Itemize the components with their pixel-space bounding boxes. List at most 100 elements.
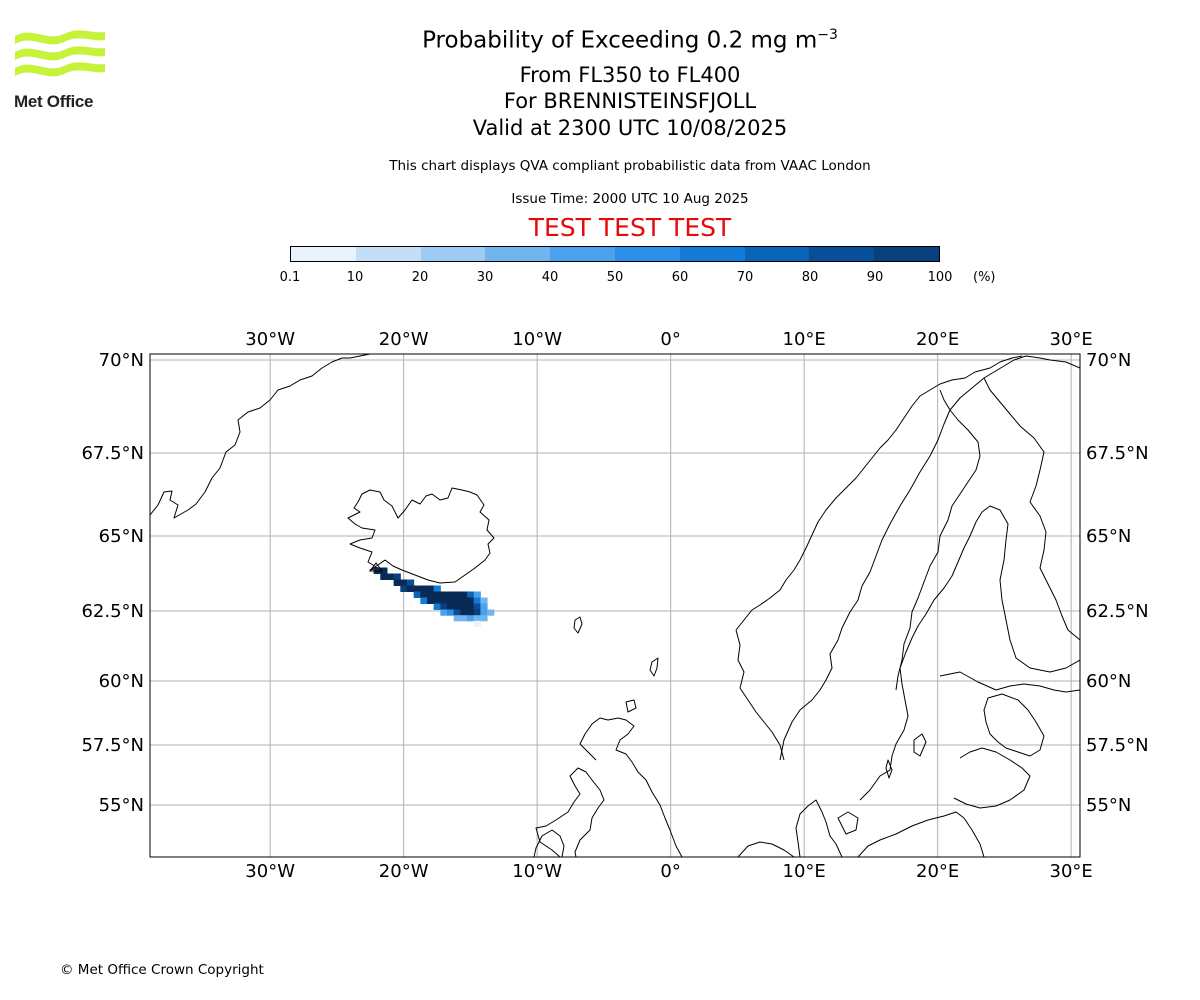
lon-tick-top: 20°W bbox=[379, 329, 429, 350]
plume-cell bbox=[480, 597, 488, 604]
coastline-britain bbox=[535, 717, 683, 857]
met-office-wave-logo-icon bbox=[15, 30, 105, 77]
axis-tick-labels: 30°W 30°W 20°W 20°W 10°W 10°W 0° 0° 10°E 10°E 20°E… bbox=[81, 329, 1148, 882]
copyright: © Met Office Crown Copyright bbox=[60, 962, 264, 978]
lat-tick-right: 62.5°N bbox=[1086, 601, 1149, 622]
data-note: This chart displays QVA compliant probab… bbox=[389, 158, 871, 174]
plume-cell bbox=[440, 609, 448, 616]
plume-cell bbox=[393, 579, 401, 586]
lon-tick-bottom: 30°E bbox=[1050, 861, 1093, 882]
plume-cell bbox=[453, 615, 461, 622]
plume-cell bbox=[453, 597, 461, 604]
plume-cell bbox=[386, 573, 395, 580]
colorbar-tick-label: 20 bbox=[411, 270, 429, 285]
issue-time: Issue Time: 2000 UTC 10 Aug 2025 bbox=[511, 191, 749, 207]
lon-tick-bottom: 0° bbox=[660, 861, 680, 882]
lat-tick-right: 70°N bbox=[1086, 350, 1131, 371]
colorbar-tick-label: 80 bbox=[801, 270, 819, 285]
plume-cell bbox=[433, 603, 441, 610]
plume-cell bbox=[460, 615, 468, 622]
coastline-oland bbox=[885, 759, 893, 779]
plume-cell bbox=[406, 585, 415, 592]
plume-cell bbox=[440, 597, 448, 604]
lat-tick-right: 55°N bbox=[1086, 795, 1131, 816]
plume-cell bbox=[380, 573, 388, 580]
colorbar-segment bbox=[744, 247, 810, 261]
ash-probability-plume bbox=[373, 567, 495, 627]
plume-cell bbox=[447, 591, 455, 598]
plume-cell bbox=[473, 603, 481, 610]
plume-cell bbox=[460, 603, 468, 610]
plume-cell bbox=[467, 591, 475, 598]
plume-cell bbox=[427, 597, 435, 604]
plume-cell bbox=[440, 591, 448, 598]
lat-tick-left: 67.5°N bbox=[81, 443, 144, 464]
colorbar-segment bbox=[420, 247, 486, 261]
plume-cell bbox=[473, 615, 481, 622]
plume-cell bbox=[480, 609, 488, 616]
colorbar-segment bbox=[355, 247, 421, 261]
plume-cell bbox=[467, 597, 475, 604]
coastline-denmark bbox=[795, 799, 859, 857]
lon-tick-top: 10°W bbox=[512, 329, 562, 350]
lat-tick-left: 65°N bbox=[99, 526, 144, 547]
plume-cell bbox=[460, 597, 468, 604]
test-banner: TEST TEST TEST bbox=[528, 213, 732, 242]
title-main: Probability of Exceeding 0.2 mg m bbox=[422, 27, 818, 54]
coastline-norway-west bbox=[735, 355, 1023, 761]
plume-cell bbox=[413, 591, 421, 598]
coastline-shetland bbox=[649, 657, 659, 677]
lon-tick-top: 30°W bbox=[245, 329, 295, 350]
plume-cell bbox=[453, 603, 461, 610]
coastline-ireland bbox=[533, 829, 565, 857]
plume-cell bbox=[427, 585, 435, 592]
lat-tick-right: 65°N bbox=[1086, 526, 1131, 547]
colorbar-segment bbox=[614, 247, 680, 261]
colorbar-segment bbox=[809, 247, 875, 261]
plume-cell bbox=[427, 591, 435, 598]
plume-cell bbox=[420, 591, 428, 598]
plume-cell bbox=[393, 573, 401, 580]
colorbar-tick-label: 40 bbox=[541, 270, 559, 285]
chart-title: Probability of Exceeding 0.2 mg m−3 bbox=[30, 27, 1200, 54]
lon-tick-top: 30°E bbox=[1050, 329, 1093, 350]
plume-cell bbox=[447, 609, 455, 616]
colorbar-unit: (%) bbox=[973, 270, 996, 285]
plume-cell bbox=[473, 620, 481, 627]
lon-tick-bottom: 10°W bbox=[512, 861, 562, 882]
colorbar-tick-label: 60 bbox=[671, 270, 689, 285]
flight-levels: From FL350 to FL400 bbox=[519, 63, 741, 87]
coastline-baltic-states bbox=[939, 671, 1080, 809]
plume-cell bbox=[453, 591, 461, 598]
colorbar-tick-label: 90 bbox=[866, 270, 884, 285]
plume-cell bbox=[400, 585, 408, 592]
plume-cell bbox=[460, 609, 468, 616]
map-frame-bg bbox=[150, 354, 1080, 857]
lat-tick-right: 60°N bbox=[1086, 671, 1131, 692]
coastline-sweden-baltic bbox=[859, 505, 1080, 801]
lat-tick-left: 70°N bbox=[99, 350, 144, 371]
plume-cell bbox=[406, 579, 415, 586]
lon-tick-bottom: 10°E bbox=[783, 861, 826, 882]
border-sweden-finland bbox=[983, 377, 1080, 641]
colorbar-tick-label: 0.1 bbox=[279, 270, 301, 285]
title-exponent: −3 bbox=[817, 27, 838, 43]
plume-cell bbox=[473, 609, 481, 616]
colorbar-tick-label: 30 bbox=[476, 270, 494, 285]
border-norway-sweden bbox=[895, 389, 981, 691]
plume-cell bbox=[480, 615, 488, 622]
lat-tick-right: 67.5°N bbox=[1086, 443, 1149, 464]
coastline-orkney bbox=[625, 699, 637, 713]
plume-cell bbox=[467, 615, 475, 622]
plume-cell bbox=[400, 579, 408, 586]
plume-cell bbox=[433, 585, 441, 592]
colorbar-tick-label: 100 bbox=[927, 270, 953, 285]
volcano-marker-icon bbox=[369, 562, 383, 572]
plume-cell bbox=[447, 597, 455, 604]
logo-text: Met Office bbox=[14, 92, 94, 111]
plume-cell bbox=[460, 591, 468, 598]
plume-cell bbox=[420, 585, 428, 592]
plume-cell bbox=[467, 603, 475, 610]
plume-cell bbox=[473, 591, 481, 598]
